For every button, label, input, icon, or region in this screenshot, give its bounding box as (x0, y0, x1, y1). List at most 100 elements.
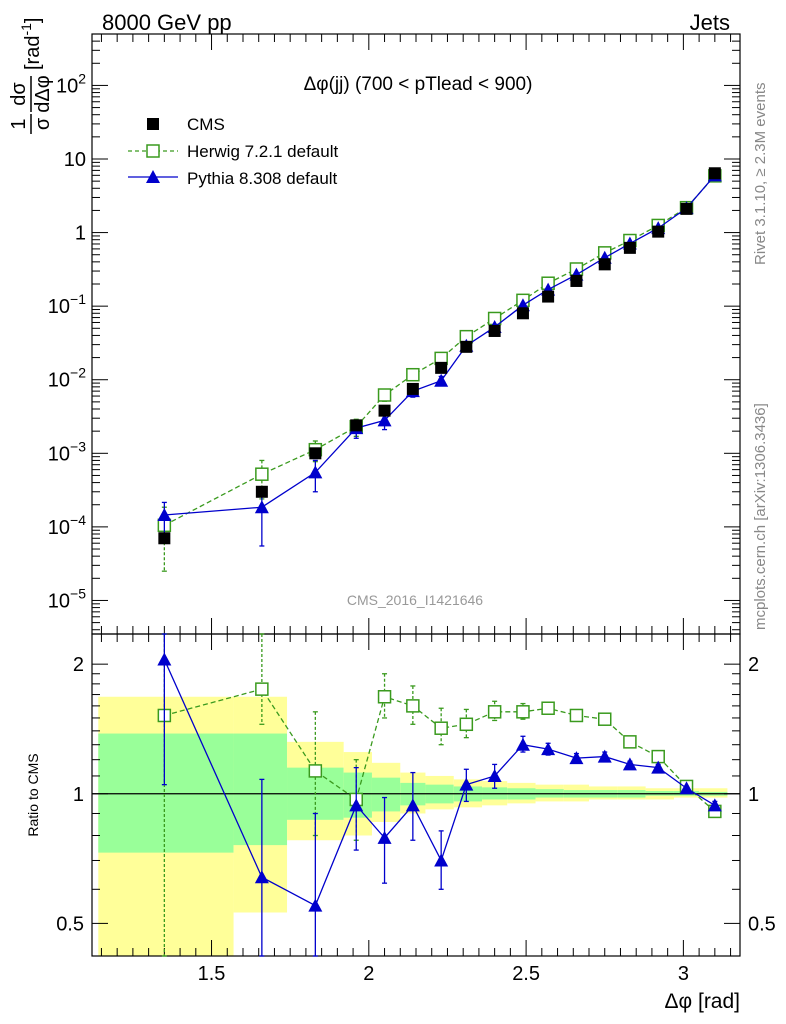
header-jets-label: Jets (690, 10, 730, 35)
y-tick-base: 10 (64, 149, 86, 171)
pythia-ratio-point (254, 870, 269, 884)
pythia-ratio-point (707, 798, 722, 812)
ylabel-den: σ (32, 117, 54, 130)
pythia-ratio-point (405, 798, 420, 812)
herwig-ratio-point (406, 699, 420, 713)
y-tick-base: 10 (48, 590, 70, 612)
x-axis-label: Δφ [rad] (665, 990, 741, 1013)
herwig-ratio-point (459, 717, 474, 732)
legend-herwig-label: Herwig 7.2.1 default (187, 142, 338, 161)
herwig-ratio-line (164, 688, 716, 812)
x-tick-label: 3 (678, 963, 689, 985)
ratio-plot-area: 1.5 2 2.5 3 0.5 0.5 1 1 2 2 (56, 633, 776, 985)
legend-cms-label: CMS (187, 115, 225, 134)
ylabel-unit-sup: -1 (18, 23, 34, 36)
y-tick-exponent: −5 (70, 585, 86, 601)
side-mcplots-label: mcplots.cern.ch [arXiv:1306.3436] (752, 403, 769, 630)
herwig-main-point (255, 467, 269, 481)
ratio-y-tick-label-left: 2 (73, 654, 84, 676)
y-tick-exponent: −4 (70, 512, 86, 528)
y-tick-exponent: −3 (70, 438, 86, 454)
y-tick-base: 1 (75, 223, 86, 245)
y-tick-label: 10−2 (48, 365, 86, 392)
watermark: CMS_2016_I1421646 (347, 592, 483, 608)
herwig-ratio-point (487, 705, 502, 719)
y-tick-exponent: −2 (70, 365, 86, 381)
cms-main-point (158, 532, 171, 545)
cms-main-point (488, 324, 501, 337)
x-tick-label: 2 (363, 963, 374, 985)
main-y-axis-label: 1 σ dσ dΔφ [rad-1] (8, 18, 54, 134)
y-tick-label: 10−5 (48, 585, 86, 612)
pythia-main-point (434, 373, 449, 387)
herwig-main-line (164, 175, 716, 526)
herwig-ratio-point (623, 735, 637, 749)
ylabel-unit-open: [rad (22, 36, 44, 70)
herwig-ratio-point (377, 690, 392, 704)
ylabel-dnum: dσ (8, 82, 30, 106)
pythia-ratio-point (487, 768, 502, 782)
ylabel-unit-close: ] (22, 18, 44, 24)
y-tick-base: 10 (56, 75, 78, 97)
pythia-ratio-point (597, 749, 612, 763)
cms-main-point (350, 419, 363, 432)
ratio-y-tick-label-left: 0.5 (56, 913, 84, 935)
y-tick-label: 10−4 (48, 512, 86, 539)
cms-main-point (255, 485, 268, 498)
ratio-y-tick-label-right: 2 (748, 654, 759, 676)
legend-pythia-label: Pythia 8.308 default (187, 169, 338, 188)
ratio-panel: Ratio to CMS 1.5 2 2.5 3 0.5 0.5 1 1 2 2 Δφ [rad] (25, 633, 776, 1013)
cms-main-point (378, 404, 391, 417)
pythia-ratio-point (651, 760, 666, 774)
main-plot-title: Δφ(jj) (700 < pTlead < 900) (304, 74, 533, 95)
ratio-y-tick-label-right: 0.5 (748, 913, 776, 935)
pythia-main-point (308, 465, 323, 479)
x-tick-label: 1.5 (198, 963, 226, 985)
side-rivet-label: Rivet 3.1.10, ≥ 2.3M events (752, 83, 769, 266)
cms-main-point (652, 225, 665, 238)
y-tick-base: 10 (48, 296, 70, 318)
cms-main-point (708, 167, 721, 180)
cms-main-point (406, 382, 419, 395)
band-green (233, 733, 288, 846)
pythia-ratio-point (569, 751, 584, 765)
ratio-y-axis-label: Ratio to CMS (25, 753, 41, 836)
pythia-main-point (157, 508, 172, 522)
herwig-ratio-point (308, 764, 323, 778)
band-green (371, 777, 401, 812)
ylabel-unit: [rad-1] (18, 18, 44, 70)
cms-main-point (516, 307, 529, 320)
y-tick-base: 10 (48, 443, 70, 465)
herwig-main-point (406, 367, 420, 382)
y-tick-exponent: −1 (70, 291, 86, 307)
legend-cms-marker (147, 118, 159, 130)
cms-main-point (542, 290, 555, 303)
y-tick-label: 10−3 (48, 438, 86, 465)
pythia-ratio-point (679, 781, 694, 795)
herwig-ratio-point (516, 705, 530, 719)
herwig-ratio-point (541, 701, 555, 715)
herwig-main-point (377, 388, 392, 402)
y-tick-label: 10−1 (48, 291, 86, 318)
pythia-ratio-point (377, 830, 392, 844)
pythia-ratio-point (515, 737, 530, 751)
cms-main-point (460, 340, 473, 353)
cms-main-point (309, 447, 322, 460)
y-tick-exponent: 2 (78, 70, 86, 86)
y-tick-label: 10 (64, 149, 86, 171)
pythia-ratio-point (434, 853, 449, 867)
x-tick-label: 2.5 (512, 963, 540, 985)
band-green (98, 733, 234, 853)
pythia-ratio-point (349, 798, 364, 812)
pythia-ratio-point (622, 757, 637, 771)
ylabel-dden: dΔφ (32, 75, 54, 112)
pythia-main-line (164, 174, 716, 516)
herwig-ratio-point (597, 712, 612, 726)
ratio-y-tick-label-right: 1 (748, 784, 759, 806)
pythia-ratio-point (308, 898, 323, 912)
legend-pythia-marker (146, 170, 160, 183)
pythia-main-point (254, 500, 269, 514)
herwig-ratio-point (434, 721, 448, 735)
